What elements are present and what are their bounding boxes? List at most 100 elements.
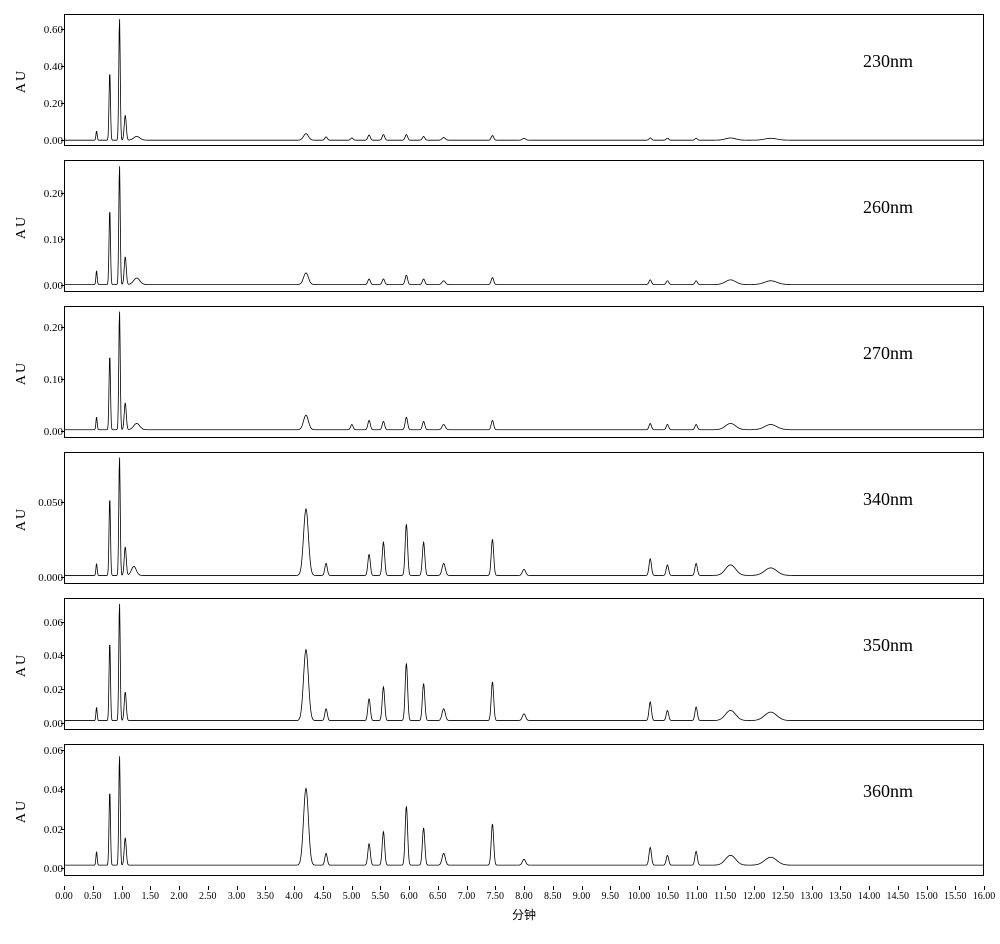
x-tick-label: 9.00 [573, 891, 591, 902]
x-tick [467, 886, 468, 890]
x-tick [495, 886, 496, 890]
plot-area: 0.000.020.040.06350nm [64, 598, 984, 730]
plot-area: 0.000.100.20270nm [64, 306, 984, 438]
y-tick-label: 0.06 [44, 745, 65, 757]
x-tick [237, 886, 238, 890]
x-tick [955, 886, 956, 890]
x-tick [208, 886, 209, 890]
x-tick-label: 3.50 [257, 891, 275, 902]
y-tick-label: 0.60 [44, 24, 65, 36]
x-tick [984, 886, 985, 890]
x-tick [553, 886, 554, 890]
chromatogram-trace [65, 453, 983, 583]
chromatogram-trace [65, 745, 983, 875]
x-tick-label: 5.50 [372, 891, 390, 902]
x-tick-label: 2.50 [199, 891, 217, 902]
chromatogram-trace [65, 161, 983, 291]
wavelength-label: 350nm [863, 635, 913, 656]
chromatogram-trace [65, 307, 983, 437]
y-tick-label: 0.02 [44, 684, 65, 696]
wavelength-label: 260nm [863, 197, 913, 218]
y-tick-label: 0.40 [44, 61, 65, 73]
x-tick-label: 8.00 [515, 891, 533, 902]
wavelength-label: 270nm [863, 343, 913, 364]
y-tick-label: 0.10 [44, 234, 65, 246]
x-tick [783, 886, 784, 890]
x-tick-label: 3.00 [228, 891, 246, 902]
plot-area: 0.0000.050340nm [64, 452, 984, 584]
y-tick-label: 0.06 [44, 617, 65, 629]
y-axis-label: AU [14, 799, 30, 823]
x-tick [380, 886, 381, 890]
plot-area: 0.000.100.20260nm [64, 160, 984, 292]
x-tick [840, 886, 841, 890]
x-tick [812, 886, 813, 890]
chart-panel: AU0.000.020.040.06360nm [10, 740, 990, 882]
x-tick-label: 10.50 [657, 891, 680, 902]
y-tick-label: 0.050 [38, 497, 65, 509]
chart-panel: AU 0.000.020.040.06350nm [10, 594, 990, 736]
x-tick [93, 886, 94, 890]
x-tick [582, 886, 583, 890]
y-tick-label: 0.00 [44, 135, 65, 147]
y-tick-label: 0.04 [44, 784, 65, 796]
x-tick [524, 886, 525, 890]
plot-area: 0.000.200.400.60230nm [64, 14, 984, 146]
x-tick [610, 886, 611, 890]
x-tick-label: 7.50 [487, 891, 505, 902]
x-tick [323, 886, 324, 890]
x-tick [179, 886, 180, 890]
chart-panel: AU 0.000.100.20270nm [10, 302, 990, 444]
x-tick-label: 9.50 [602, 891, 620, 902]
chart-panel: AU0.0000.050340nm [10, 448, 990, 590]
x-tick [265, 886, 266, 890]
y-axis-label: AU [14, 215, 30, 239]
x-axis-label: 分钟 [512, 906, 536, 923]
y-axis-label: AU [14, 361, 30, 385]
x-tick-label: 14.50 [887, 891, 910, 902]
x-tick-label: 16.00 [973, 891, 996, 902]
x-tick [668, 886, 669, 890]
x-axis: 0.000.501.001.502.002.503.003.504.004.50… [64, 886, 984, 924]
x-tick [898, 886, 899, 890]
x-tick-label: 13.50 [829, 891, 852, 902]
y-tick-label: 0.02 [44, 824, 65, 836]
chart-panel: AU 0.000.100.20260nm [10, 156, 990, 298]
y-axis-label: AU [14, 69, 30, 93]
x-tick [639, 886, 640, 890]
wavelength-label: 230nm [863, 51, 913, 72]
x-tick-label: 13.00 [800, 891, 823, 902]
y-tick-label: 0.10 [44, 374, 65, 386]
wavelength-label: 340nm [863, 489, 913, 510]
x-tick-label: 1.50 [142, 891, 160, 902]
x-tick-label: 5.00 [343, 891, 361, 902]
x-tick-label: 4.50 [314, 891, 332, 902]
y-tick-label: 0.00 [44, 280, 65, 292]
x-tick-label: 6.50 [429, 891, 447, 902]
x-tick [927, 886, 928, 890]
plot-area: 0.000.020.040.06360nm [64, 744, 984, 876]
x-tick-label: 4.00 [285, 891, 303, 902]
x-tick-label: 14.00 [858, 891, 881, 902]
wavelength-label: 360nm [863, 781, 913, 802]
x-tick-label: 12.00 [743, 891, 766, 902]
x-tick-label: 10.00 [628, 891, 651, 902]
x-tick [150, 886, 151, 890]
x-tick-label: 7.00 [458, 891, 476, 902]
y-tick-label: 0.04 [44, 650, 65, 662]
x-tick-label: 2.00 [170, 891, 188, 902]
x-tick-label: 15.00 [915, 891, 938, 902]
x-tick [64, 886, 65, 890]
x-tick [754, 886, 755, 890]
x-tick [438, 886, 439, 890]
y-tick-label: 0.00 [44, 863, 65, 875]
x-tick-label: 11.00 [685, 891, 707, 902]
y-tick-label: 0.20 [44, 98, 65, 110]
y-axis-label: AU [14, 653, 30, 677]
x-tick-label: 6.00 [400, 891, 418, 902]
x-tick [725, 886, 726, 890]
x-tick-label: 15.50 [944, 891, 967, 902]
x-tick [352, 886, 353, 890]
x-tick-label: 0.50 [84, 891, 102, 902]
x-tick [409, 886, 410, 890]
